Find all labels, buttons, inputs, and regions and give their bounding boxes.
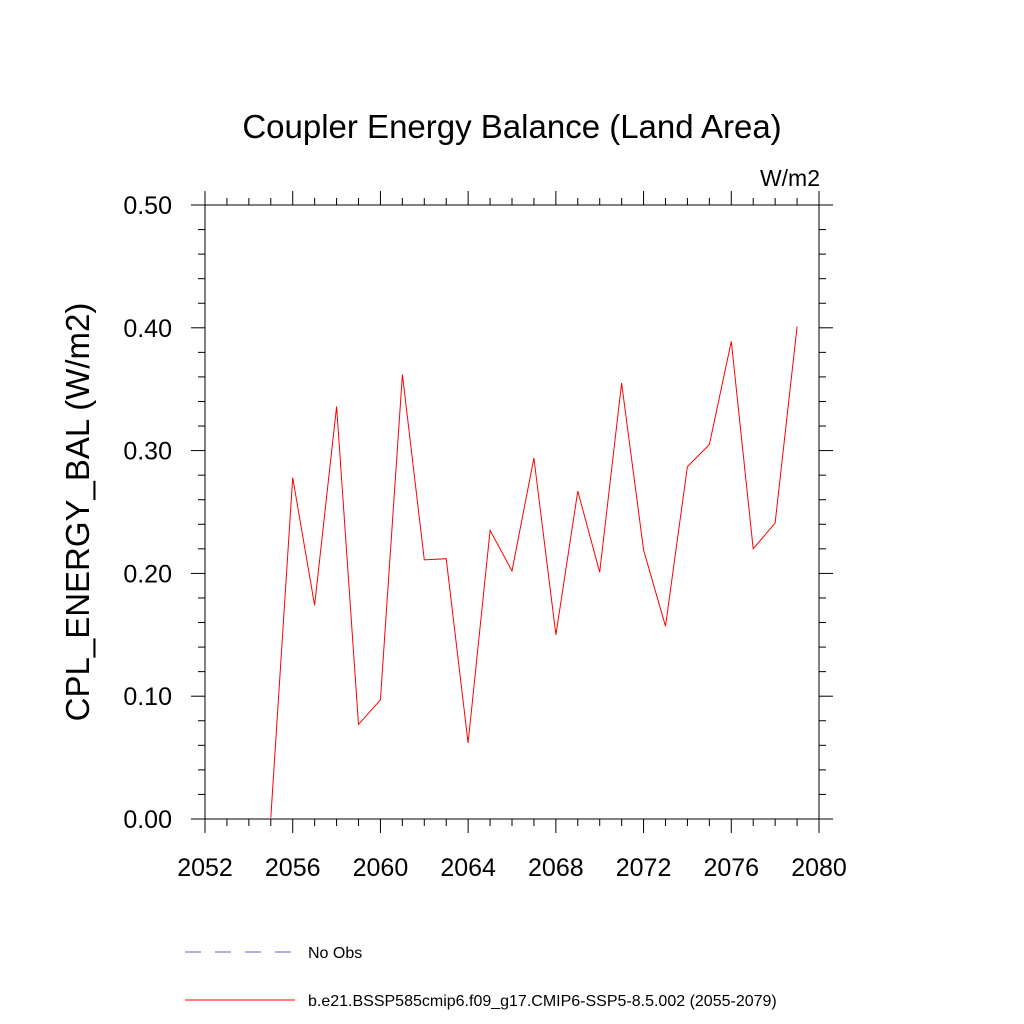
y-tick-label: 0.30 xyxy=(123,438,172,466)
x-tick-label: 2080 xyxy=(791,854,847,882)
chart-title: Coupler Energy Balance (Land Area) xyxy=(242,108,781,145)
x-tick-label: 2060 xyxy=(353,854,409,882)
x-tick-label: 2072 xyxy=(616,854,672,882)
x-tick-label: 2064 xyxy=(440,854,496,882)
axis-tick-labels: 2052 2056 2060 2064 2068 2072 2076 2080 0.00 0.10… xyxy=(123,192,846,882)
units-label: W/m2 xyxy=(760,165,820,191)
y-tick-label: 0.20 xyxy=(123,560,172,588)
plot-frame xyxy=(204,204,820,820)
y-tick-label: 0.40 xyxy=(123,315,172,343)
axis-ticks xyxy=(191,191,833,833)
x-tick-label: 2052 xyxy=(177,854,233,882)
y-tick-label: 0.10 xyxy=(123,683,172,711)
y-tick-label: 0.00 xyxy=(123,806,172,834)
legend: No Obs b.e21.BSSP585cmip6.f09_g17.CMIP6-… xyxy=(185,945,777,1010)
y-axis-label: CPL_ENERGY_BAL (W/m2) xyxy=(59,303,96,722)
data-series xyxy=(270,326,798,818)
x-tick-label: 2068 xyxy=(528,854,584,882)
legend-label-no-obs: No Obs xyxy=(308,945,362,962)
series-line-0 xyxy=(270,326,798,818)
x-tick-label: 2076 xyxy=(703,854,759,882)
x-tick-label: 2056 xyxy=(265,854,321,882)
y-tick-label: 0.50 xyxy=(123,192,172,220)
legend-label-series: b.e21.BSSP585cmip6.f09_g17.CMIP6-SSP5-8.… xyxy=(308,993,777,1010)
